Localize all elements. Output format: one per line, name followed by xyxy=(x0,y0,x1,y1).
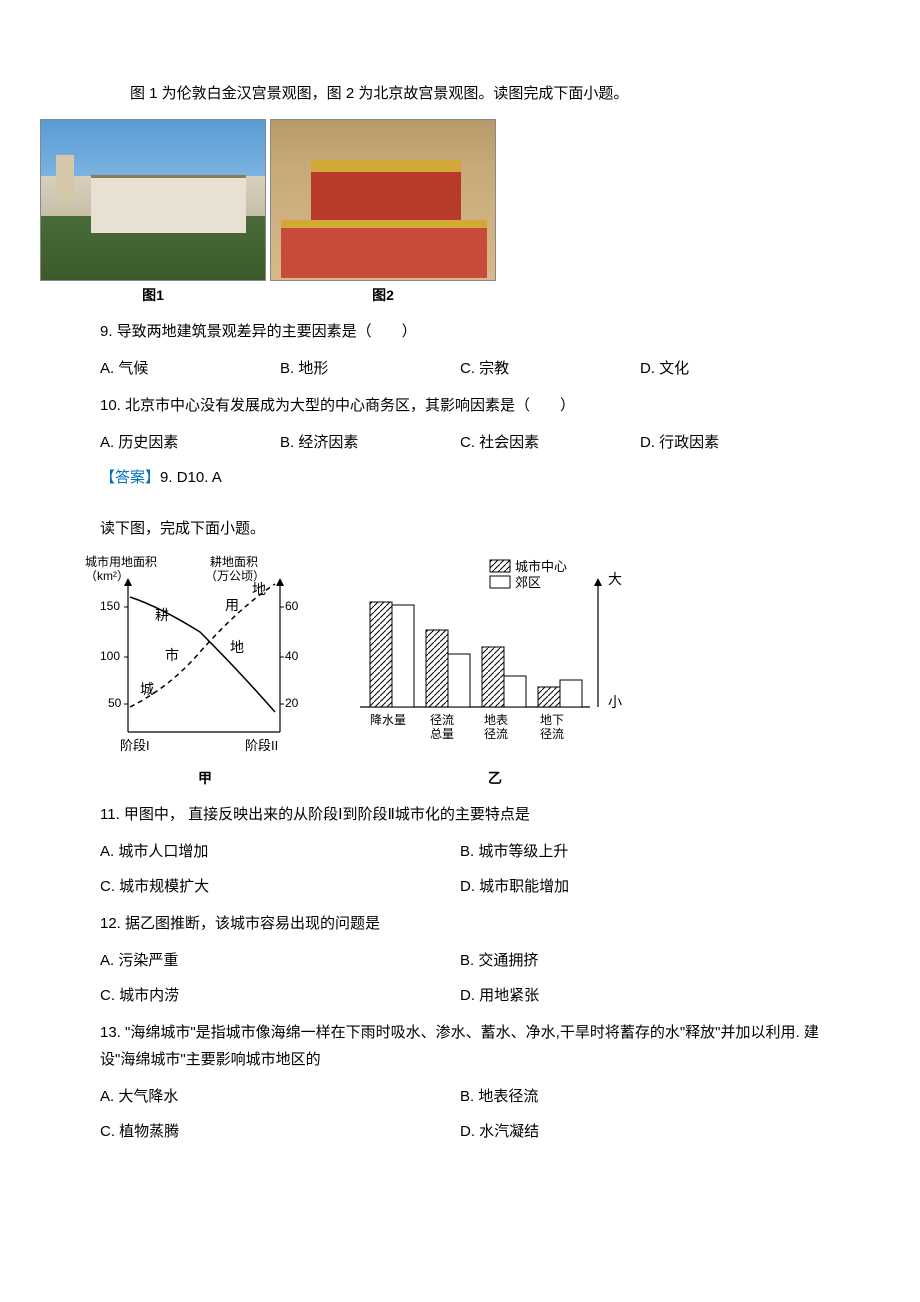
xlabel-2b: 总量 xyxy=(430,727,454,741)
option-9b: B. 地形 xyxy=(280,355,460,382)
option-13a: A. 大气降水 xyxy=(100,1083,460,1110)
options-12-row2: C. 城市内涝 D. 用地紧张 xyxy=(100,982,820,1009)
image-box-2: 图2 xyxy=(270,119,496,308)
option-9c: C. 宗教 xyxy=(460,355,640,382)
option-10d: D. 行政因素 xyxy=(640,429,820,456)
chart-jia-container: 城市用地面积 （km²） 150 100 50 耕地面积 （万公顷） 60 40… xyxy=(80,552,330,791)
xlabel-1: 降水量 xyxy=(370,713,406,727)
option-13d: D. 水汽凝结 xyxy=(460,1118,820,1145)
image-box-1: 图1 xyxy=(40,119,266,308)
xlabel-4b: 径流 xyxy=(540,727,564,741)
option-12b: B. 交通拥挤 xyxy=(460,947,820,974)
forbidden-city-image xyxy=(270,119,496,281)
question-10: 10. 北京市中心没有发展成为大型的中心商务区，其影响因素是（ ） xyxy=(100,392,820,419)
intro-text-2: 读下图，完成下面小题。 xyxy=(100,515,820,542)
option-9d: D. 文化 xyxy=(640,355,820,382)
y2-tick-60: 60 xyxy=(285,599,299,613)
label-di2: 地 xyxy=(230,639,244,655)
buckingham-palace-image xyxy=(40,119,266,281)
y1-tick-100: 100 xyxy=(100,649,120,663)
label-geng: 耕 xyxy=(155,607,169,623)
chart-yi: 城市中心 郊区 大 小 降水量 径流 总量 地表 xyxy=(350,552,640,762)
option-11c: C. 城市规模扩大 xyxy=(100,873,460,900)
option-11d: D. 城市职能增加 xyxy=(460,873,820,900)
label-di: 地 xyxy=(252,581,266,597)
options-13-row2: C. 植物蒸腾 D. 水汽凝结 xyxy=(100,1118,820,1145)
image-caption-1: 图1 xyxy=(142,283,164,308)
answer-label: 【答案】 xyxy=(100,469,160,486)
question-13: 13. "海绵城市"是指城市像海绵一样在下雨时吸水、渗水、蓄水、净水,干旱时将蓄… xyxy=(100,1019,820,1073)
label-cheng: 城 xyxy=(140,681,154,697)
options-12-row1: A. 污染严重 B. 交通拥挤 xyxy=(100,947,820,974)
xlabel-4a: 地下 xyxy=(540,713,564,727)
option-10c: C. 社会因素 xyxy=(460,429,640,456)
options-11-row2: C. 城市规模扩大 D. 城市职能增加 xyxy=(100,873,820,900)
y2-tick-40: 40 xyxy=(285,649,299,663)
question-9: 9. 导致两地建筑景观差异的主要因素是（ ） xyxy=(100,318,820,345)
answer-block-1: 【答案】9. D10. A xyxy=(100,464,820,491)
image-row-1: 图1 图2 xyxy=(40,119,820,308)
label-yong: 用 xyxy=(225,597,239,613)
y1-title2: （km²） xyxy=(85,569,129,583)
xlabel-2a: 径流 xyxy=(430,713,454,727)
label-shi: 市 xyxy=(165,647,179,663)
chart-row: 城市用地面积 （km²） 150 100 50 耕地面积 （万公顷） 60 40… xyxy=(80,552,820,791)
option-11b: B. 城市等级上升 xyxy=(460,838,820,865)
legend-suburb: 郊区 xyxy=(515,575,541,590)
y1-tick-50: 50 xyxy=(108,696,122,710)
option-10b: B. 经济因素 xyxy=(280,429,460,456)
xlabel-3b: 径流 xyxy=(484,727,508,741)
y2-tick-20: 20 xyxy=(285,696,299,710)
option-12c: C. 城市内涝 xyxy=(100,982,460,1009)
options-11-row1: A. 城市人口增加 B. 城市等级上升 xyxy=(100,838,820,865)
option-13b: B. 地表径流 xyxy=(460,1083,820,1110)
question-11: 11. 甲图中， 直接反映出来的从阶段Ⅰ到阶段Ⅱ城市化的主要特点是 xyxy=(100,801,820,828)
x-right: 阶段II xyxy=(245,738,278,753)
option-12d: D. 用地紧张 xyxy=(460,982,820,1009)
option-12a: A. 污染严重 xyxy=(100,947,460,974)
answer-text: 9. D10. A xyxy=(160,469,222,486)
chart-caption-yi: 乙 xyxy=(488,766,502,791)
chart-yi-container: 城市中心 郊区 大 小 降水量 径流 总量 地表 xyxy=(350,552,640,791)
option-13c: C. 植物蒸腾 xyxy=(100,1118,460,1145)
intro-text-1: 图 1 为伦敦白金汉宫景观图，图 2 为北京故宫景观图。读图完成下面小题。 xyxy=(100,80,820,107)
question-12: 12. 据乙图推断，该城市容易出现的问题是 xyxy=(100,910,820,937)
chart-jia: 城市用地面积 （km²） 150 100 50 耕地面积 （万公顷） 60 40… xyxy=(80,552,330,762)
y1-tick-150: 150 xyxy=(100,599,120,613)
chart-caption-jia: 甲 xyxy=(198,766,212,791)
option-11a: A. 城市人口增加 xyxy=(100,838,460,865)
image-caption-2: 图2 xyxy=(372,283,394,308)
x-left: 阶段I xyxy=(120,738,150,753)
options-10: A. 历史因素 B. 经济因素 C. 社会因素 D. 行政因素 xyxy=(100,429,820,456)
options-9: A. 气候 B. 地形 C. 宗教 D. 文化 xyxy=(100,355,820,382)
option-10a: A. 历史因素 xyxy=(100,429,280,456)
y2-title1: 耕地面积 xyxy=(210,554,258,569)
xlabel-3a: 地表 xyxy=(484,713,508,727)
y1-title1: 城市用地面积 xyxy=(85,554,157,569)
option-9a: A. 气候 xyxy=(100,355,280,382)
y-bottom: 小 xyxy=(608,694,622,710)
y-top: 大 xyxy=(608,571,622,587)
options-13-row1: A. 大气降水 B. 地表径流 xyxy=(100,1083,820,1110)
legend-city: 城市中心 xyxy=(515,559,567,574)
